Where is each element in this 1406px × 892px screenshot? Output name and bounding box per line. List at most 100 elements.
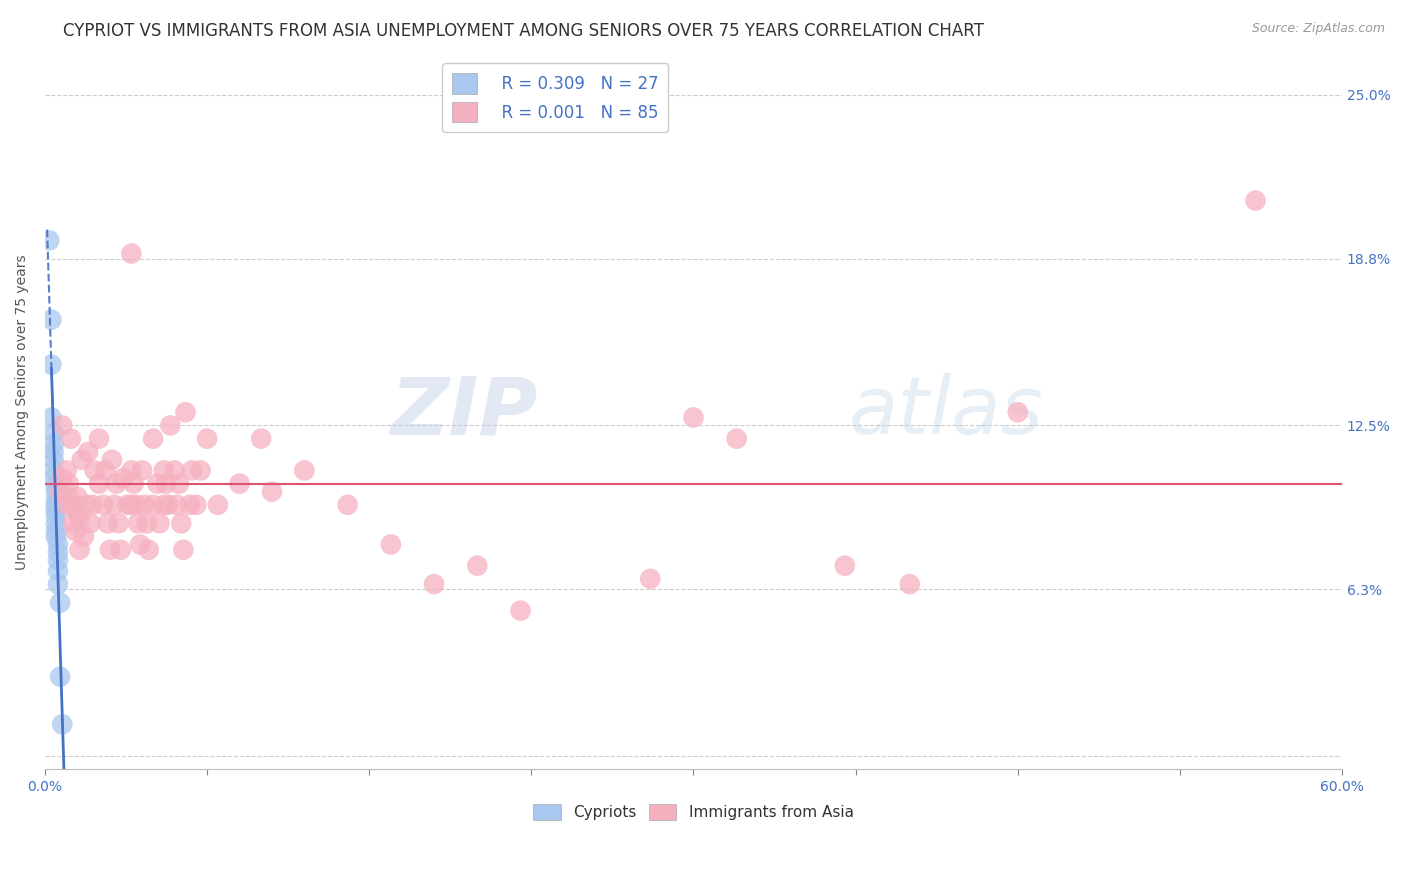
Point (120, 498, 142, 512)
Point (45, 498, 67, 512)
Point (115, 498, 138, 512)
Point (465, 558, 488, 573)
Point (82, 498, 104, 512)
Point (51, 418, 73, 433)
Point (87, 432, 110, 446)
Point (135, 516, 157, 531)
Point (101, 453, 124, 467)
Point (380, 537, 402, 551)
Point (77, 445, 100, 459)
Point (110, 542, 132, 557)
Point (46, 564, 69, 578)
Point (42, 437, 65, 451)
Point (65, 524, 87, 539)
Point (69, 542, 91, 557)
Point (49, 596, 72, 610)
Point (97, 516, 120, 531)
Point (292, 463, 315, 477)
Point (42, 463, 65, 477)
Point (834, 558, 856, 573)
Point (120, 463, 142, 477)
Point (186, 498, 208, 512)
Text: ZIP: ZIP (391, 373, 538, 451)
Point (70, 453, 93, 467)
Point (59, 432, 82, 446)
Point (157, 498, 180, 512)
Point (42, 445, 65, 459)
Point (55, 463, 77, 477)
Point (58, 476, 80, 491)
Point (107, 516, 129, 531)
Point (66, 506, 89, 520)
Text: Source: ZipAtlas.com: Source: ZipAtlas.com (1251, 22, 1385, 36)
Point (163, 463, 186, 477)
Point (172, 542, 194, 557)
Point (91, 498, 114, 512)
Point (75, 498, 97, 512)
Point (55, 498, 77, 512)
Point (45, 479, 67, 493)
Point (46, 537, 69, 551)
Text: atlas: atlas (849, 373, 1043, 451)
Point (250, 432, 273, 446)
Point (79, 516, 101, 531)
Point (153, 498, 176, 512)
Point (509, 604, 531, 618)
Point (42, 426, 65, 441)
Point (142, 498, 165, 512)
Point (87, 476, 110, 491)
Point (98, 542, 121, 557)
Point (66, 490, 89, 504)
Point (51, 471, 73, 485)
Point (174, 405, 197, 419)
Point (46, 577, 69, 591)
Point (898, 577, 921, 591)
Point (51, 717, 73, 731)
Point (170, 516, 193, 531)
Point (49, 484, 72, 499)
Point (83, 463, 105, 477)
Point (125, 498, 148, 512)
Point (105, 476, 128, 491)
Point (129, 537, 152, 551)
Point (120, 246, 142, 260)
Text: CYPRIOT VS IMMIGRANTS FROM ASIA UNEMPLOYMENT AMONG SENIORS OVER 75 YEARS CORRELA: CYPRIOT VS IMMIGRANTS FROM ASIA UNEMPLOY… (63, 22, 984, 40)
Point (49, 670, 72, 684)
Point (228, 476, 250, 491)
Point (167, 476, 190, 491)
Point (195, 432, 218, 446)
Point (127, 516, 149, 531)
Point (179, 498, 201, 512)
Point (131, 463, 153, 477)
Point (336, 498, 359, 512)
Point (62, 516, 84, 531)
Point (155, 476, 177, 491)
Point (153, 463, 176, 477)
Point (142, 432, 165, 446)
Point (725, 432, 748, 446)
Point (148, 516, 170, 531)
Point (682, 410, 704, 425)
Point (207, 498, 229, 512)
Point (41, 410, 63, 425)
Point (45, 503, 67, 517)
Point (1244, 194, 1267, 208)
Point (166, 498, 188, 512)
Point (190, 463, 212, 477)
Point (134, 498, 156, 512)
Point (41, 312, 63, 326)
Point (423, 577, 446, 591)
Point (45, 530, 67, 544)
Point (146, 476, 169, 491)
Point (45, 508, 67, 523)
Point (46, 553, 69, 567)
Point (46, 545, 69, 559)
Point (58, 490, 80, 504)
Point (181, 463, 204, 477)
Legend: Cypriots, Immigrants from Asia: Cypriots, Immigrants from Asia (527, 797, 859, 826)
Point (41, 358, 63, 372)
Point (45, 516, 67, 531)
Point (1007, 405, 1029, 419)
Point (260, 484, 283, 499)
Point (159, 418, 181, 433)
